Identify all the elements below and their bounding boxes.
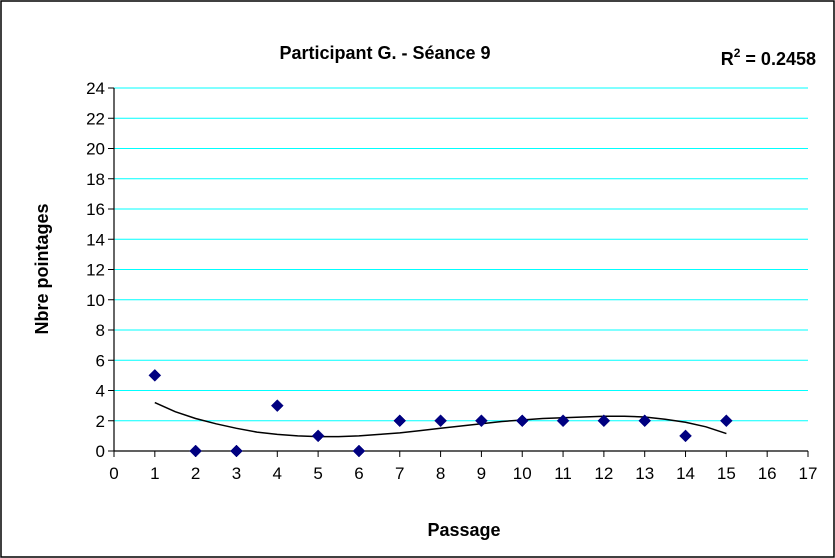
data-point (311, 429, 325, 443)
y-tick-label: 12 (86, 261, 105, 280)
y-tick-label: 4 (96, 382, 105, 401)
y-tick-label: 24 (86, 79, 105, 98)
y-tick-label: 16 (86, 200, 105, 219)
x-tick-label: 9 (477, 464, 486, 483)
data-point (270, 399, 284, 412)
data-point (393, 414, 407, 428)
data-point (638, 414, 652, 428)
x-tick-label: 12 (594, 464, 613, 483)
x-tick-label: 3 (232, 464, 241, 483)
y-tick-label: 22 (86, 109, 105, 128)
y-tick-label: 0 (96, 442, 105, 461)
data-point (679, 429, 692, 443)
gridlines (114, 87, 808, 422)
y-tick-label: 14 (86, 230, 105, 249)
x-axis-label: Passage (427, 520, 500, 540)
x-tick-label: 14 (676, 464, 695, 483)
r-squared-value: = 0.2458 (740, 49, 816, 69)
y-tick-label: 6 (96, 351, 105, 370)
data-point (148, 369, 162, 382)
x-tick-label: 17 (799, 464, 818, 483)
chart-title: Participant G. - Séance 9 (279, 43, 490, 63)
data-point (352, 444, 366, 458)
data-point (434, 414, 447, 428)
y-axis-label: Nbre pointages (32, 203, 52, 334)
x-tick-label: 0 (109, 464, 118, 483)
r-squared-label: R2 = 0.2458 (721, 46, 816, 69)
y-tick-label: 2 (96, 412, 105, 431)
x-tick-label: 1 (150, 464, 159, 483)
r-squared-r: R (721, 49, 734, 69)
x-tick-label: 8 (436, 464, 445, 483)
data-points (148, 369, 733, 458)
axes (108, 87, 809, 457)
y-tick-label: 8 (96, 321, 105, 340)
x-tick-labels: 0 1 2 3 4 5 6 7 8 9 10 11 12 13 14 15 16 17 (109, 464, 817, 483)
x-tick-label: 11 (554, 464, 572, 483)
data-point (189, 444, 203, 458)
x-tick-label: 2 (191, 464, 200, 483)
y-tick-label: 18 (86, 170, 105, 189)
x-tick-label: 10 (513, 464, 532, 483)
data-point (230, 444, 243, 458)
r-squared-exponent: 2 (734, 46, 741, 60)
trendline (154, 401, 727, 438)
y-tick-label: 20 (86, 140, 105, 159)
x-tick-label: 7 (395, 464, 404, 483)
data-point (475, 414, 488, 428)
x-tick-label: 16 (758, 464, 777, 483)
x-tick-label: 4 (273, 464, 282, 483)
data-point (597, 414, 611, 428)
trendline-path (154, 401, 727, 438)
x-tick-label: 15 (717, 464, 736, 483)
x-tick-label: 13 (635, 464, 654, 483)
data-point (719, 414, 733, 428)
y-tick-label: 10 (86, 291, 105, 310)
x-tick-label: 6 (354, 464, 363, 483)
data-point (515, 414, 529, 428)
data-point (556, 414, 570, 428)
x-tick-label: 5 (313, 464, 322, 483)
